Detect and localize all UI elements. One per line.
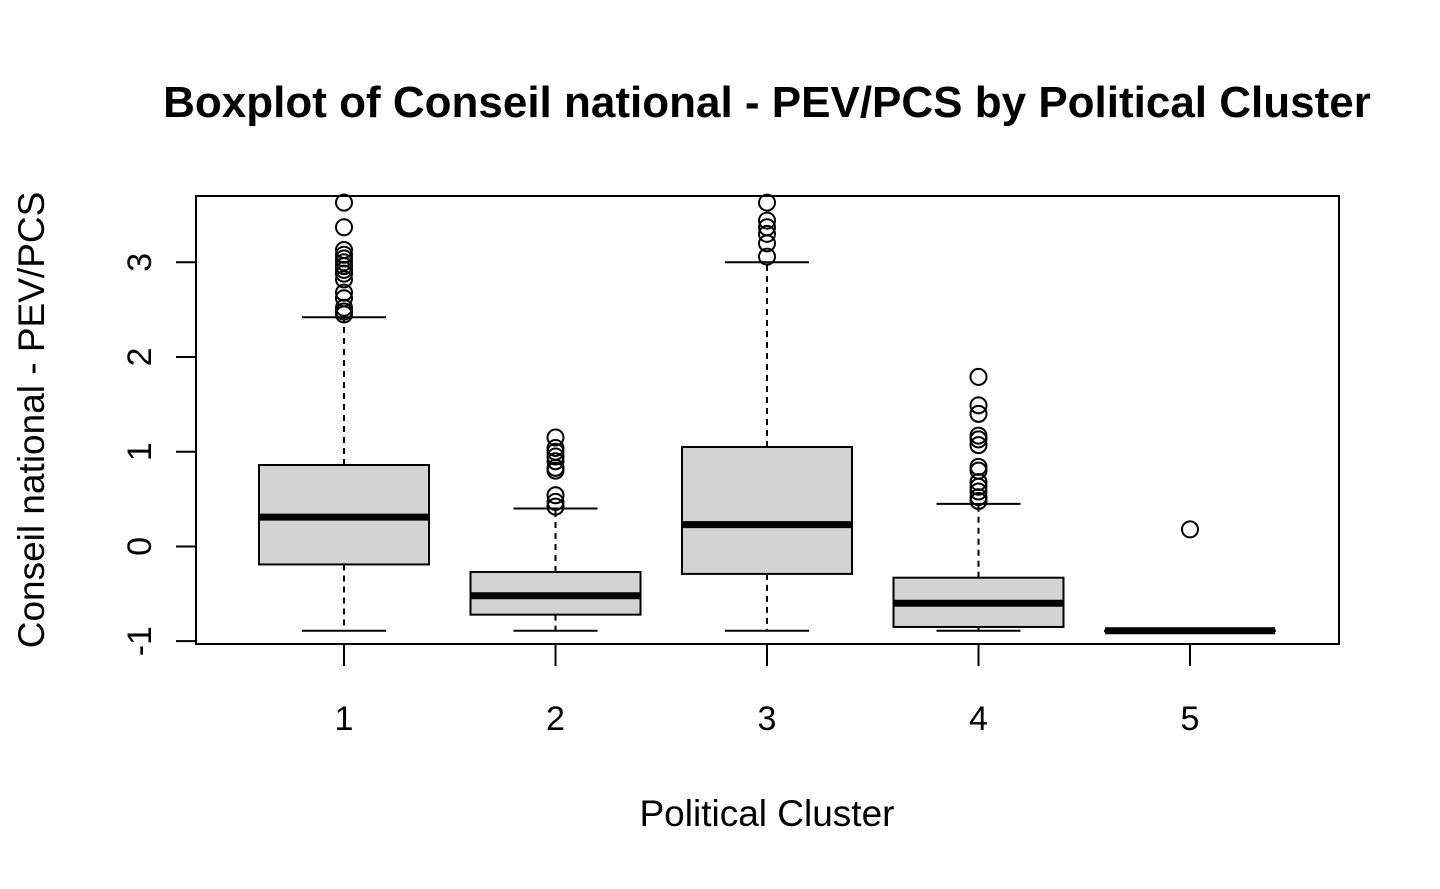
outlier-point [969, 404, 988, 423]
outlier-point [546, 438, 565, 457]
outlier-point [335, 218, 353, 237]
x-tick-label-4: 5 [1181, 700, 1200, 738]
outlier-point [546, 486, 565, 505]
y-tick-label-0: -1 [121, 626, 159, 656]
y-tick-label-2: 1 [121, 442, 159, 461]
outlier-point [969, 396, 988, 415]
outlier-point [335, 193, 353, 212]
outlier-point [758, 247, 776, 266]
outlier-point [335, 270, 353, 289]
outlier-point [546, 428, 565, 447]
outlier-point [758, 218, 776, 237]
x-axis-label: Political Cluster [640, 793, 895, 834]
x-tick-label-2: 3 [758, 700, 777, 738]
box-4 [892, 367, 1065, 632]
outlier-point [969, 436, 988, 455]
y-axis: -1 0 1 2 3 [121, 253, 196, 656]
outlier-point [335, 289, 353, 308]
outlier-point [758, 211, 776, 230]
outlier-point [546, 497, 565, 516]
box-group [258, 193, 1276, 635]
x-axis: 1 2 3 4 5 [335, 644, 1200, 738]
x-tick-label-1: 2 [546, 700, 565, 738]
outlier-point [1181, 520, 1199, 539]
outlier-point [758, 193, 776, 212]
outlier-point [758, 224, 776, 243]
box-iqr [681, 445, 853, 575]
chart-title: Boxplot of Conseil national - PEV/PCS by… [163, 78, 1371, 127]
y-tick-label-1: 0 [121, 537, 159, 556]
y-axis-label: Conseil national - PEV/PCS [11, 192, 52, 649]
outlier-point [335, 283, 353, 302]
box-1 [258, 193, 430, 632]
outlier-point [335, 245, 353, 264]
x-tick-label-0: 1 [335, 700, 354, 738]
outlier-point [969, 457, 988, 476]
outlier-point [969, 482, 988, 501]
outlier-point [546, 492, 565, 511]
outlier-point [969, 367, 988, 386]
outlier-point [969, 461, 988, 480]
box-5 [1104, 520, 1276, 635]
y-tick-label-3: 2 [121, 348, 159, 367]
outlier-point [546, 452, 565, 471]
box-3 [681, 193, 853, 632]
x-tick-label-3: 4 [969, 700, 988, 738]
outlier-point [546, 447, 565, 466]
y-tick-label-4: 3 [121, 253, 159, 272]
outlier-point [335, 240, 353, 259]
outlier-point [969, 426, 988, 445]
box-2 [469, 428, 642, 632]
